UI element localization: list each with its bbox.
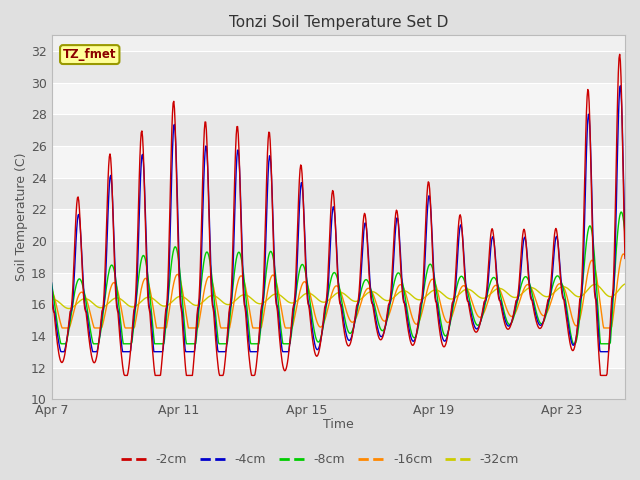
Bar — [51, 51, 625, 83]
Bar — [51, 241, 625, 273]
Legend: -2cm, -4cm, -8cm, -16cm, -32cm: -2cm, -4cm, -8cm, -16cm, -32cm — [116, 448, 524, 471]
Bar — [51, 178, 625, 209]
X-axis label: Time: Time — [323, 419, 354, 432]
Bar — [51, 273, 625, 304]
Bar — [51, 209, 625, 241]
Bar — [51, 304, 625, 336]
Bar — [51, 114, 625, 146]
Y-axis label: Soil Temperature (C): Soil Temperature (C) — [15, 153, 28, 281]
Text: TZ_fmet: TZ_fmet — [63, 48, 116, 61]
Bar — [51, 83, 625, 114]
Bar — [51, 146, 625, 178]
Title: Tonzi Soil Temperature Set D: Tonzi Soil Temperature Set D — [228, 15, 448, 30]
Bar — [51, 336, 625, 368]
Bar — [51, 368, 625, 399]
